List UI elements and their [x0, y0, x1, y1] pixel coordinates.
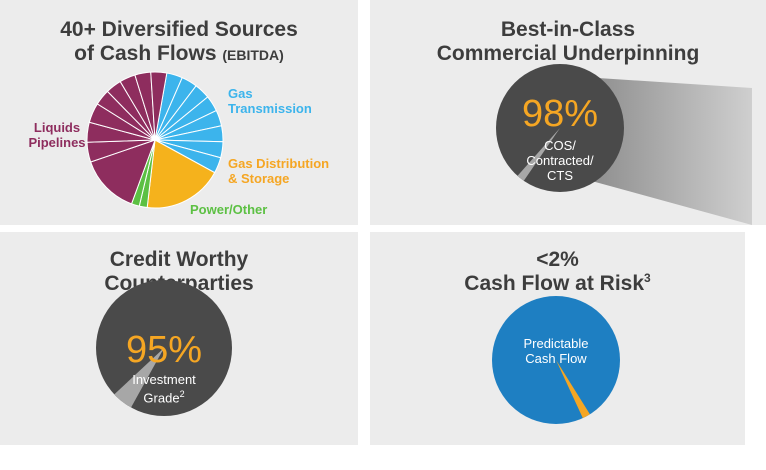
sources-title: 40+ Diversified Sources of Cash Flows (E… [0, 18, 358, 67]
commercial-pie-remainder-slice [517, 128, 560, 181]
commercial-underpinning-panel: Best-in-Class Commercial Underpinning 98… [370, 0, 766, 225]
liquids-pipelines-label: Liquids Pipelines [28, 120, 86, 150]
risk-title: <2% Cash Flow at Risk3 [370, 248, 745, 296]
diversified-sources-panel: 40+ Diversified Sources of Cash Flows (E… [0, 0, 358, 225]
sources-title-line2-text: of Cash Flows [74, 42, 217, 65]
credit-pie-chart [96, 280, 232, 416]
sources-pie-chart [86, 71, 224, 209]
risk-caption: Predictable Cash Flow [486, 336, 626, 366]
gas-transmission-label: Gas Transmission [228, 86, 312, 116]
power-other-label: Power/Other [190, 202, 268, 217]
risk-title-line1: <2% [536, 248, 579, 271]
credit-caption-sup: 2 [179, 389, 185, 399]
commercial-zoom-shadow [588, 78, 752, 225]
sources-title-line1: 40+ Diversified Sources [60, 18, 298, 41]
pie-slice-gas-distribution-storage-8 [146, 139, 216, 209]
credit-caption-line2-text: Grade [143, 390, 180, 406]
risk-title-line2: Cash Flow at Risk3 [370, 272, 745, 296]
commercial-caption-line1: COS/ [544, 138, 576, 153]
commercial-title: Best-in-Class Commercial Underpinning [370, 18, 766, 66]
commercial-caption-line3: CTS [547, 168, 573, 183]
pie-slice-liquids-pipelines-19 [150, 71, 168, 141]
risk-title-line2-text: Cash Flow at Risk [464, 272, 645, 295]
risk-caption-line1: Predictable [523, 336, 589, 351]
risk-pie-remainder-slice [556, 360, 590, 419]
gas-distribution-label: Gas Distribution & Storage [228, 156, 330, 186]
credit-caption-line1: Investment [132, 372, 196, 387]
commercial-caption-line2: Contracted/ [526, 153, 594, 168]
commercial-caption: COS/ Contracted/ CTS [490, 138, 630, 183]
risk-caption-line2: Cash Flow [525, 351, 587, 366]
risk-pie-chart [492, 296, 620, 424]
commercial-percent: 98% [521, 93, 599, 135]
commercial-title-line2: Commercial Underpinning [436, 42, 700, 65]
risk-title-sup: 3 [644, 271, 651, 285]
credit-caption-line2: Grade2 [94, 387, 234, 405]
commercial-pie-chart [496, 64, 624, 192]
credit-pie-remainder-slice [114, 348, 164, 408]
pie-slice-liquids-pipelines-11 [90, 139, 156, 205]
credit-caption: Investment Grade2 [94, 372, 234, 405]
commercial-title-line1: Best-in-Class [500, 18, 636, 41]
credit-worthy-panel: Credit Worthy Counterparties 95% Investm… [0, 232, 358, 445]
sources-title-suffix: (EBITDA) [222, 47, 284, 63]
sources-title-line2: of Cash Flows (EBITDA) [0, 42, 358, 67]
credit-title-line1: Credit Worthy [109, 248, 249, 271]
cash-flow-risk-panel: <2% Cash Flow at Risk3 Predictable Cash … [370, 232, 745, 445]
credit-percent: 95% [125, 329, 203, 371]
